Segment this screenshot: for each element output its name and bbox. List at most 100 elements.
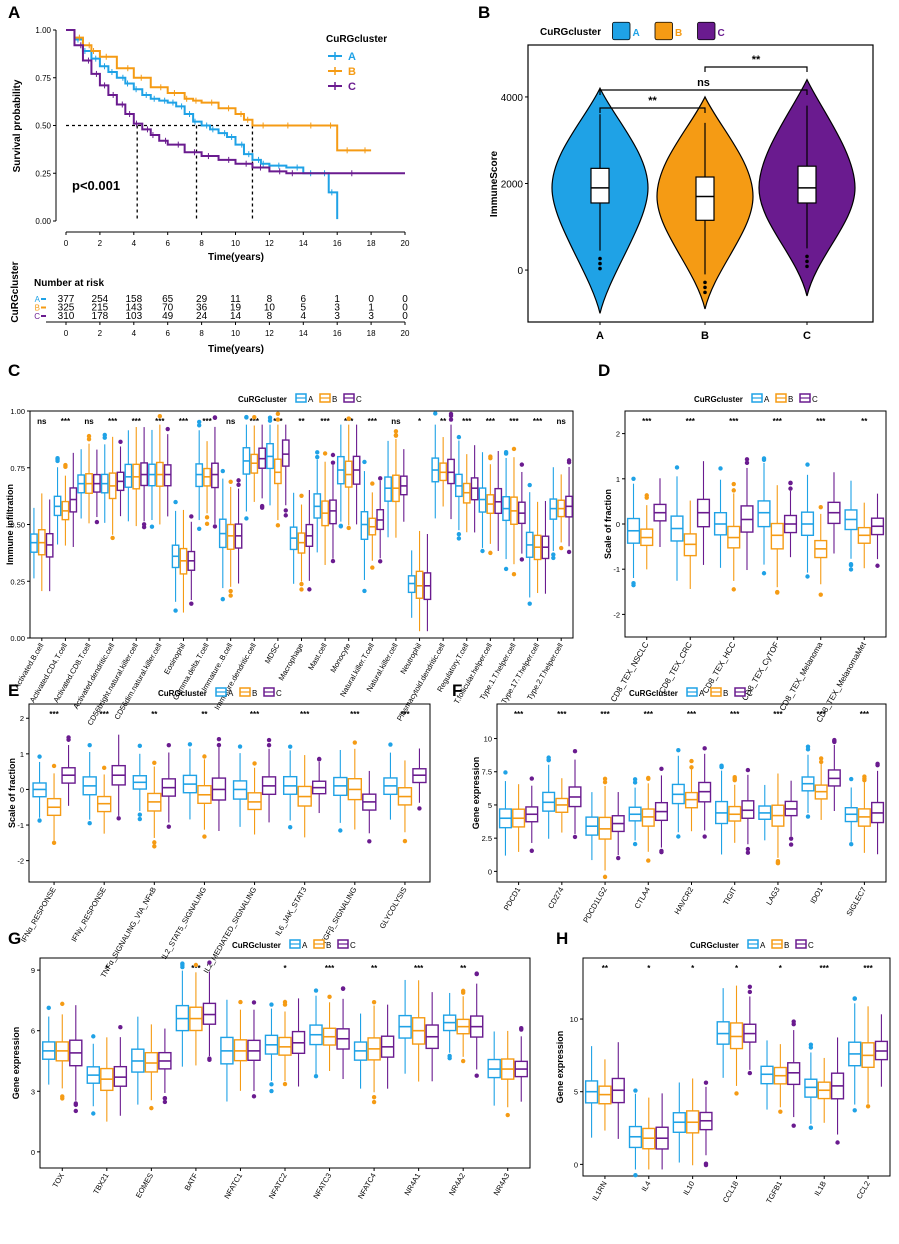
significance-label: **	[460, 964, 467, 973]
box-outlier-B	[371, 1094, 377, 1100]
boxplot-x-tick-label: NR4A2	[447, 1172, 467, 1197]
box-outlier-C	[189, 601, 194, 606]
significance-label: ***	[320, 417, 330, 426]
box-outlier-A	[433, 411, 438, 416]
violin-x-tick-label: B	[701, 330, 709, 342]
boxplot-x-tick-label: IL1B	[812, 1180, 828, 1198]
risk-count: 3	[334, 311, 340, 322]
risk-count: 1	[334, 294, 340, 305]
violin-bracket-label: **	[752, 54, 761, 66]
violin-y-tick-label: 2000	[501, 180, 524, 191]
box-outlier-C	[659, 766, 664, 772]
boxplot-y-tick-label: 0.00	[10, 634, 25, 643]
box-outlier-C	[216, 736, 222, 742]
km-x-tick-label: 16	[333, 239, 342, 248]
box-outlier-C	[572, 749, 578, 754]
risk-table-ylabel: CuRGcluster	[10, 261, 21, 322]
risk-count: 65	[162, 294, 174, 305]
significance-label: ***	[816, 417, 826, 426]
box-outlier-A	[102, 435, 107, 440]
risk-count: 4	[301, 311, 307, 322]
box-outlier-B	[775, 861, 781, 866]
box-outlier-A	[196, 423, 202, 428]
legend-label-A: A	[760, 941, 766, 950]
significance-label: ns	[226, 417, 236, 426]
panel-letter-H: H	[556, 929, 568, 948]
box-outlier-C	[835, 1140, 840, 1145]
box-outlier-A	[447, 1053, 452, 1059]
boxplot-x-tick-label: Eosinophil	[162, 641, 187, 676]
box-outlier-B	[157, 413, 163, 419]
box-outlier-A	[456, 536, 462, 541]
box-outlier-C	[259, 505, 265, 510]
box-outlier-C	[519, 462, 525, 467]
box-outlier-C	[744, 457, 750, 462]
boxplot-x-tick-label: IFNγ_RESPONSE	[69, 886, 108, 944]
boxplot-x-tick-label: IL2_STAT5_SIGNALING	[159, 885, 208, 961]
box-outlier-B	[101, 765, 107, 771]
box-outlier-B	[862, 776, 867, 781]
risk-count: 3	[334, 303, 340, 314]
box-outlier-C	[212, 415, 218, 420]
box-outlier-B	[346, 416, 351, 421]
km-pvalue: p<0.001	[72, 178, 120, 193]
box-outlier-B	[60, 1001, 65, 1007]
significance-label: ***	[300, 710, 310, 719]
box-outlier-C	[266, 743, 272, 748]
significance-label: ***	[600, 710, 610, 719]
box-outlier-C	[189, 514, 194, 519]
box-outlier-A	[503, 449, 509, 455]
box-outlier-B	[204, 515, 210, 520]
legend-title: CuRGcluster	[629, 689, 678, 698]
box-outlier-A	[220, 468, 225, 474]
boxplot-y-tick-label: 9	[31, 966, 35, 975]
violin-bracket	[704, 66, 808, 72]
box-outlier-B	[646, 776, 651, 782]
box-outlier-B	[818, 504, 823, 510]
risk-count: 1	[368, 303, 374, 314]
significance-label: ***	[773, 417, 783, 426]
box-outlier-B	[322, 451, 328, 456]
boxplot-y-tick-label: 5	[488, 801, 492, 810]
box-outlier-A	[338, 828, 343, 833]
box-outlier-B	[63, 462, 68, 468]
significance-label: ***	[514, 710, 524, 719]
panel-letter-F: F	[452, 681, 462, 700]
box-outlier-B	[505, 1112, 510, 1118]
boxplot-frame-E	[28, 703, 431, 883]
risk-x-tick-label: 10	[231, 329, 240, 338]
significance-label: ***	[400, 710, 410, 719]
legend-label-B: B	[784, 941, 789, 950]
boxplot-x-tick-label: NFATC4	[356, 1172, 378, 1201]
significance-label: *	[647, 964, 651, 973]
risk-x-tick-label: 12	[265, 329, 274, 338]
boxplot-y-tick-label: 10	[570, 1015, 578, 1024]
box-outlier-B	[370, 481, 375, 486]
box-outlier-A	[137, 743, 143, 749]
legend-label-C: C	[350, 941, 356, 950]
boxplot-y-tick-label: 1	[616, 475, 620, 484]
box-outlier-B	[149, 1105, 154, 1111]
boxplot-y-tick-label: 2	[20, 714, 24, 723]
boxplot-y-tick-label: 0.50	[10, 521, 25, 530]
box-outlier-B	[689, 758, 694, 764]
boxplot-x-tick-label: CD8_TEX_CRC	[657, 640, 694, 695]
legend-swatch-C	[697, 21, 716, 41]
significance-label: ***	[820, 964, 830, 973]
box-outlier-A	[338, 523, 344, 529]
risk-count: 19	[230, 303, 242, 314]
violin-box-C	[797, 165, 817, 204]
boxplot-x-tick-label: MDSC	[263, 641, 282, 665]
legend: CuRGcluster A B C	[629, 687, 753, 698]
risk-count: 70	[162, 303, 174, 314]
box-outlier-B	[275, 523, 281, 528]
box-outlier-C	[519, 557, 525, 562]
significance-label: ***	[863, 964, 873, 973]
significance-label: **	[371, 964, 378, 973]
risk-count: 11	[230, 294, 241, 305]
box-outlier-B	[602, 779, 608, 785]
boxplot-y-tick-label: 6	[31, 1027, 35, 1036]
km-y-tick-label: 0.50	[35, 122, 51, 131]
boxplot-x-tick-label: LAG3	[764, 886, 781, 907]
significance-label: ***	[486, 417, 496, 426]
